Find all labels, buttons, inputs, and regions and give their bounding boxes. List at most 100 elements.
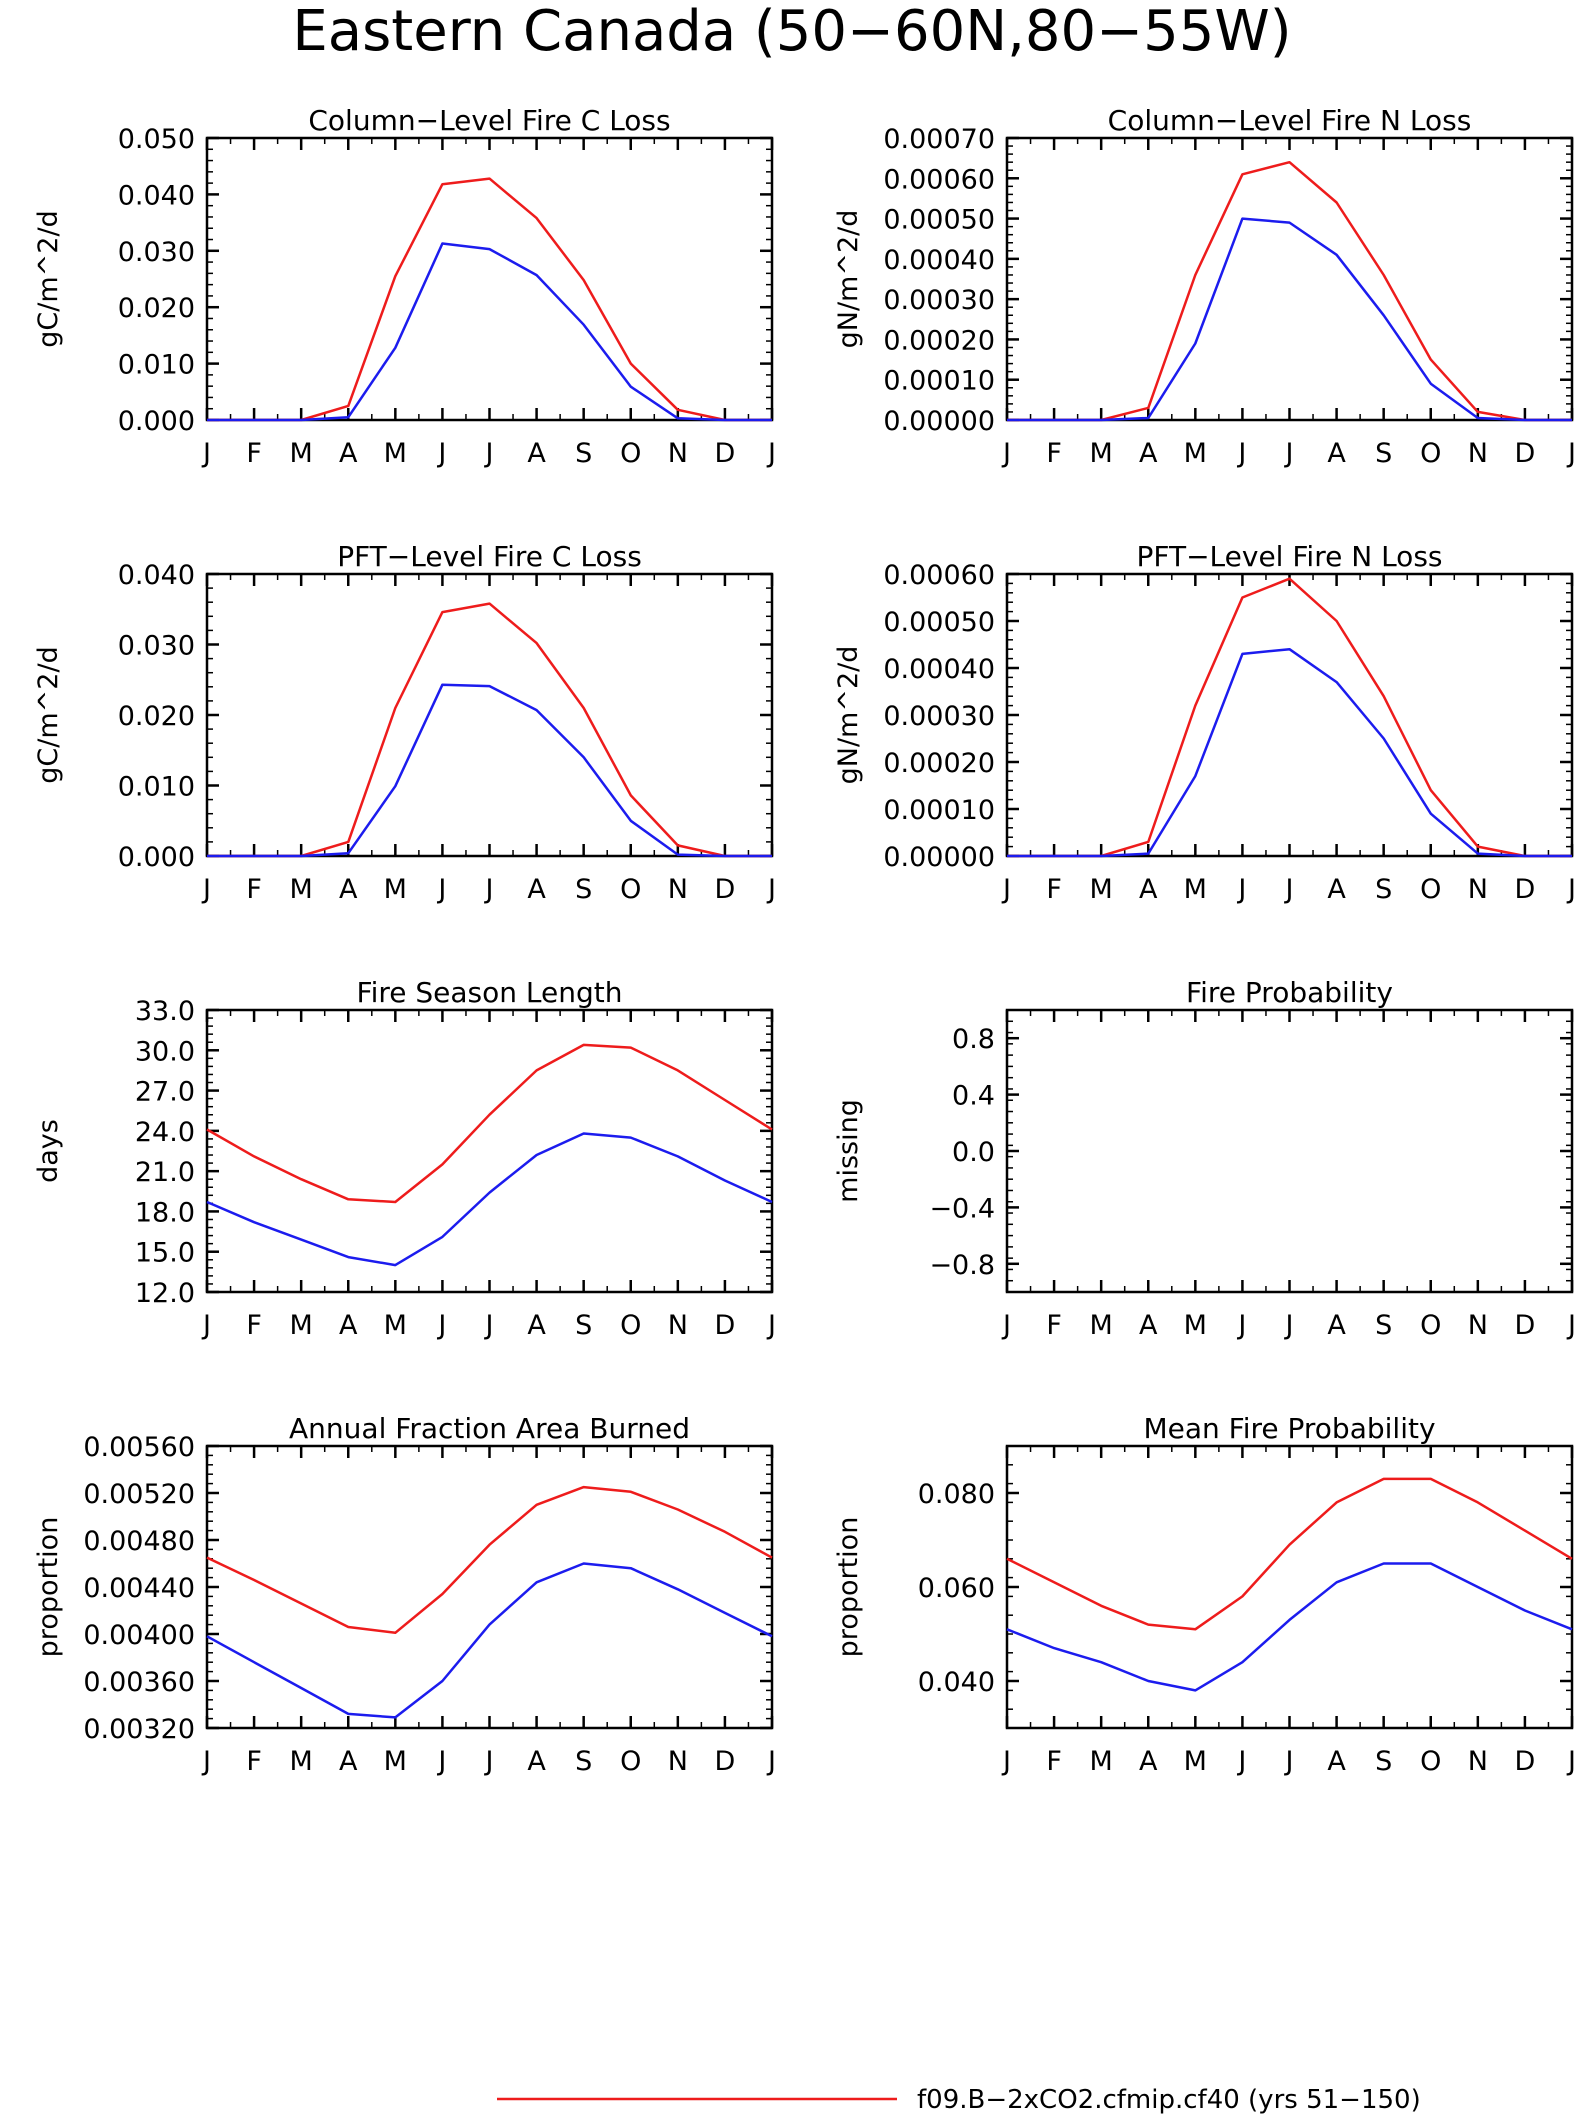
y-tick-label: 0.050 bbox=[118, 124, 195, 155]
x-tick-label: J bbox=[1236, 438, 1246, 469]
x-tick-label: S bbox=[575, 874, 592, 905]
y-axis-label: gN/m^2/d bbox=[833, 210, 864, 349]
y-axis-label: proportion bbox=[33, 1517, 64, 1658]
x-tick-label: J bbox=[1566, 874, 1576, 905]
chart-title: Column−Level Fire C Loss bbox=[308, 104, 670, 137]
x-tick-label: N bbox=[1468, 1746, 1488, 1777]
series-line-red bbox=[207, 602, 772, 858]
x-tick-label: M bbox=[1184, 1746, 1207, 1777]
plot-frame bbox=[1005, 136, 1574, 422]
x-tick-label: N bbox=[1468, 438, 1488, 469]
series-line-red bbox=[1007, 577, 1572, 858]
x-tick-label: M bbox=[1090, 438, 1113, 469]
y-tick-label: 0.00030 bbox=[883, 701, 995, 732]
y-axis-label: gN/m^2/d bbox=[833, 646, 864, 785]
x-tick-label: N bbox=[668, 874, 688, 905]
y-tick-label: 0.00070 bbox=[883, 124, 995, 155]
x-tick-label: J bbox=[1236, 1310, 1246, 1341]
chart-title: Mean Fire Probability bbox=[1143, 1412, 1435, 1445]
series-line-red bbox=[206, 1485, 773, 1635]
y-tick-label: 0.00050 bbox=[883, 205, 995, 236]
y-tick-label: −0.4 bbox=[929, 1193, 995, 1224]
x-tick-label: J bbox=[484, 1310, 494, 1341]
x-tick-label: A bbox=[1139, 874, 1158, 905]
y-tick-label: 33.0 bbox=[135, 996, 195, 1027]
x-tick-label: J bbox=[484, 438, 494, 469]
y-tick-label: 0.030 bbox=[118, 631, 195, 662]
legend-label: f09.B−2xCO2.cfmip.cf40 (yrs 51−150) bbox=[917, 2085, 1421, 2115]
series-line-blue bbox=[207, 683, 772, 858]
x-tick-label: J bbox=[1566, 1746, 1576, 1777]
x-tick-label: D bbox=[715, 438, 736, 469]
x-tick-label: M bbox=[384, 1746, 407, 1777]
x-tick-label: D bbox=[715, 1746, 736, 1777]
series-line-red bbox=[206, 1043, 773, 1204]
y-tick-label: 0.00400 bbox=[83, 1620, 195, 1651]
plot-frame bbox=[1005, 1444, 1574, 1730]
y-axis-label: missing bbox=[833, 1099, 864, 1203]
plot-frame bbox=[205, 1008, 774, 1294]
y-tick-label: 0.010 bbox=[118, 350, 195, 381]
x-tick-label: J bbox=[1001, 1746, 1011, 1777]
x-tick-label: J bbox=[1566, 1310, 1576, 1341]
x-tick-label: O bbox=[1420, 438, 1441, 469]
x-tick-label: O bbox=[620, 1310, 641, 1341]
x-tick-label: A bbox=[339, 1310, 358, 1341]
x-tick-label: N bbox=[668, 1746, 688, 1777]
series-line-blue bbox=[206, 1132, 773, 1267]
x-tick-label: S bbox=[1375, 1310, 1392, 1341]
x-tick-label: A bbox=[1327, 438, 1346, 469]
y-tick-label: 0.8 bbox=[952, 1024, 995, 1055]
y-tick-label: 0.030 bbox=[118, 237, 195, 268]
x-tick-label: J bbox=[201, 1746, 211, 1777]
x-tick-label: N bbox=[668, 1310, 688, 1341]
y-tick-label: 0.060 bbox=[918, 1573, 995, 1604]
x-tick-label: A bbox=[527, 438, 546, 469]
y-tick-label: 24.0 bbox=[135, 1117, 195, 1148]
y-tick-label: 0.040 bbox=[918, 1667, 995, 1698]
y-tick-label: 0.00480 bbox=[83, 1526, 195, 1557]
chart-title: Annual Fraction Area Burned bbox=[289, 1412, 690, 1445]
x-tick-label: M bbox=[290, 1746, 313, 1777]
series-line-red bbox=[1007, 160, 1572, 422]
y-tick-label: 0.00320 bbox=[83, 1714, 195, 1745]
x-tick-label: S bbox=[1375, 1746, 1392, 1777]
y-tick-label: 12.0 bbox=[135, 1278, 195, 1309]
chart-title: Column−Level Fire N Loss bbox=[1108, 104, 1472, 137]
series-line-blue bbox=[206, 1562, 773, 1719]
y-tick-label: 0.00010 bbox=[883, 795, 995, 826]
x-tick-label: A bbox=[1327, 1310, 1346, 1341]
y-tick-label: 0.040 bbox=[118, 560, 195, 591]
x-tick-label: J bbox=[766, 874, 776, 905]
y-tick-label: 27.0 bbox=[135, 1077, 195, 1108]
x-tick-label: A bbox=[1327, 874, 1346, 905]
x-tick-label: A bbox=[527, 1746, 546, 1777]
y-tick-label: 0.040 bbox=[118, 180, 195, 211]
y-tick-label: 0.00020 bbox=[883, 325, 995, 356]
x-tick-label: O bbox=[620, 874, 641, 905]
chart-title: Fire Probability bbox=[1186, 976, 1393, 1009]
x-tick-label: J bbox=[484, 1746, 494, 1777]
plot-frame bbox=[205, 136, 774, 422]
x-tick-label: M bbox=[290, 874, 313, 905]
x-tick-label: M bbox=[384, 1310, 407, 1341]
y-tick-label: 0.00040 bbox=[883, 654, 995, 685]
x-tick-label: J bbox=[436, 438, 446, 469]
x-tick-label: J bbox=[436, 1746, 446, 1777]
x-tick-label: J bbox=[1284, 438, 1294, 469]
x-tick-label: M bbox=[1184, 874, 1207, 905]
x-tick-label: J bbox=[766, 1746, 776, 1777]
x-tick-label: J bbox=[484, 874, 494, 905]
x-tick-label: F bbox=[1046, 1310, 1062, 1341]
x-tick-label: J bbox=[766, 1310, 776, 1341]
y-tick-label: 0.000 bbox=[118, 406, 195, 437]
y-axis-label: days bbox=[33, 1119, 64, 1183]
x-tick-label: J bbox=[201, 1310, 211, 1341]
x-tick-label: A bbox=[1139, 438, 1158, 469]
y-axis-label: gC/m^2/d bbox=[33, 210, 64, 347]
series-line-blue bbox=[1006, 1562, 1573, 1692]
x-tick-label: F bbox=[1046, 1746, 1062, 1777]
y-tick-label: 0.00360 bbox=[83, 1667, 195, 1698]
